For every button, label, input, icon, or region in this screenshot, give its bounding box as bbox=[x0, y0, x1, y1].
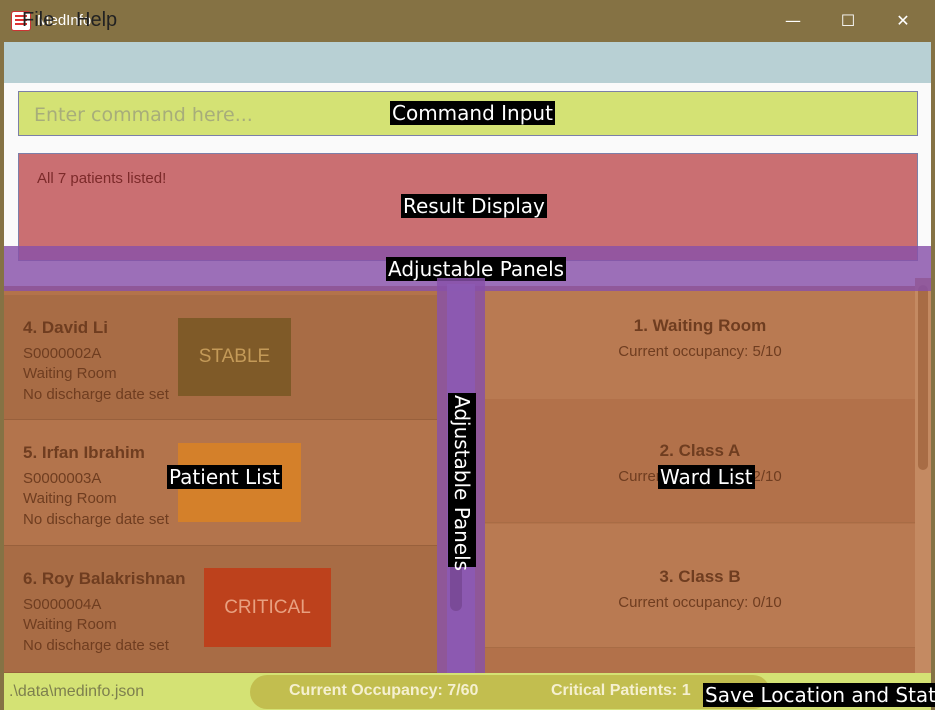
patient-card[interactable]: 4. David Li S0000002A Waiting Room No di… bbox=[4, 295, 437, 420]
ward-card[interactable]: 3. Class B Current occupancy: 0/10 bbox=[485, 524, 915, 648]
current-occupancy: Current Occupancy: 7/60 bbox=[289, 682, 479, 699]
adjustable-panels-vertical-annotation: Adjustable Panels bbox=[448, 393, 476, 572]
save-location: .\data\medinfo.json bbox=[9, 683, 145, 700]
patient-ward: Waiting Room bbox=[23, 616, 117, 633]
menu-file[interactable]: File bbox=[22, 9, 55, 31]
window-frame-left bbox=[0, 42, 4, 710]
patient-card[interactable]: 6. Roy Balakrishnan S0000004A Waiting Ro… bbox=[4, 546, 437, 673]
ward-card[interactable]: 1. Waiting Room Current occupancy: 5/10 bbox=[485, 286, 915, 410]
stats-pill bbox=[250, 675, 770, 709]
patient-name: 6. Roy Balakrishnan bbox=[23, 569, 186, 588]
ward-list-scroll-thumb[interactable] bbox=[918, 285, 928, 470]
patient-nric: S0000004A bbox=[23, 596, 102, 613]
patient-nric: S0000002A bbox=[23, 345, 102, 362]
result-text: All 7 patients listed! bbox=[37, 170, 167, 187]
ward-name: 2. Class A bbox=[659, 441, 741, 460]
patient-nric: S0000003A bbox=[23, 470, 102, 487]
ward-card[interactable]: 2. Class A Current occupancy: 2/10 bbox=[485, 399, 915, 523]
maximize-icon[interactable]: ☐ bbox=[840, 11, 856, 30]
save-location-annotation: Save Location and Stats bbox=[703, 683, 935, 707]
window-frame-right bbox=[931, 42, 935, 710]
patient-ward: Waiting Room bbox=[23, 365, 117, 382]
patient-discharge: No discharge date set bbox=[23, 386, 169, 403]
menu-help[interactable]: Help bbox=[76, 9, 118, 31]
title-bar bbox=[0, 0, 935, 42]
command-input-annotation: Command Input bbox=[390, 101, 555, 125]
minimize-icon[interactable]: — bbox=[785, 11, 801, 30]
ward-name: 3. Class B bbox=[659, 567, 741, 586]
patient-list-scroll-thumb[interactable] bbox=[450, 555, 462, 611]
ward-name: 1. Waiting Room bbox=[633, 316, 767, 335]
patient-list-annotation: Patient List bbox=[167, 465, 282, 489]
menu-bar bbox=[4, 42, 931, 83]
window-title: MedInfo bbox=[37, 12, 92, 29]
patient-name: 4. David Li bbox=[23, 318, 109, 337]
adjustable-panels-annotation: Adjustable Panels bbox=[386, 257, 567, 281]
ward-occupancy: Current occupancy: 5/10 bbox=[618, 343, 782, 360]
patient-name: 5. Irfan Ibrahim bbox=[23, 443, 145, 462]
result-display-annotation: Result Display bbox=[401, 194, 547, 218]
close-icon[interactable]: ✕ bbox=[896, 11, 910, 30]
ward-card-partial bbox=[485, 648, 915, 673]
ward-occupancy: Current occupancy: 0/10 bbox=[618, 594, 782, 611]
status-badge: STABLE bbox=[178, 318, 291, 396]
ward-list-annotation: Ward List bbox=[658, 465, 755, 489]
status-badge: CRITICAL bbox=[204, 568, 331, 647]
patient-discharge: No discharge date set bbox=[23, 637, 169, 654]
patient-discharge: No discharge date set bbox=[23, 511, 169, 528]
patient-ward: Waiting Room bbox=[23, 490, 117, 507]
app-icon bbox=[11, 11, 31, 31]
critical-patients: Critical Patients: 1 bbox=[551, 682, 691, 699]
